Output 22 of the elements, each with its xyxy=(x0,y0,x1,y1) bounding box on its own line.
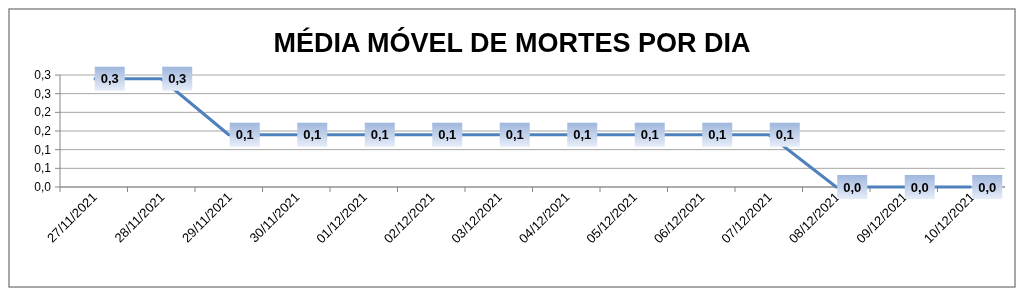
y-tick-label: 0,3 xyxy=(34,68,52,82)
y-tick-label: 0,3 xyxy=(34,86,52,101)
data-label: 0,1 xyxy=(708,127,727,143)
y-tick-label: 0,2 xyxy=(34,105,52,120)
y-tick-label: 0,1 xyxy=(34,142,52,157)
data-label: 0,1 xyxy=(303,127,322,143)
data-label: 0,3 xyxy=(100,71,119,87)
data-label: 0,1 xyxy=(775,127,794,143)
data-label: 0,0 xyxy=(910,179,929,195)
data-label: 0,1 xyxy=(438,127,457,143)
data-label: 0,1 xyxy=(573,127,592,143)
data-label: 0,1 xyxy=(370,127,389,143)
chart-title: MÉDIA MÓVEL DE MORTES POR DIA xyxy=(273,27,751,58)
y-tick-label: 0,0 xyxy=(34,180,52,194)
data-label: 0,0 xyxy=(978,179,997,195)
data-label: 0,1 xyxy=(505,127,524,143)
data-label: 0,1 xyxy=(235,127,254,143)
data-label: 0,1 xyxy=(640,127,659,143)
data-label: 0,0 xyxy=(843,179,862,195)
data-label: 0,3 xyxy=(168,71,187,87)
y-tick-label: 0,1 xyxy=(34,161,52,176)
y-tick-label: 0,2 xyxy=(34,124,52,138)
